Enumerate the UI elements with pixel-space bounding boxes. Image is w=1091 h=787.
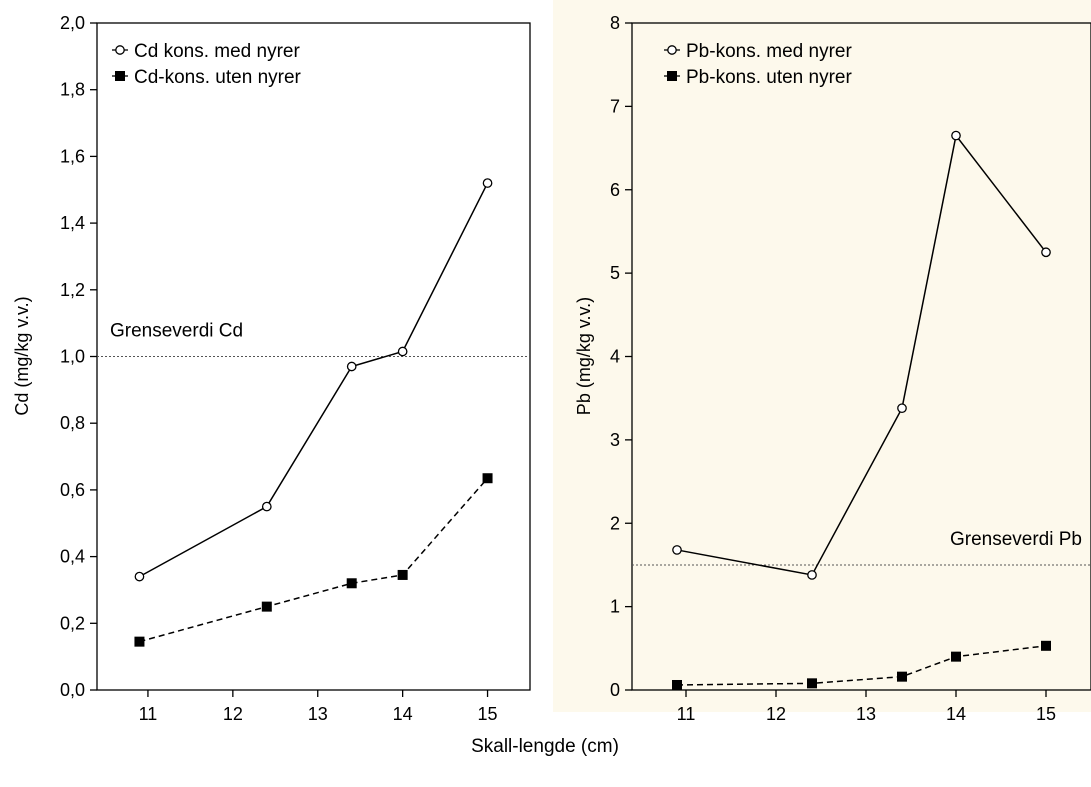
y-tick-label: 1,2 — [60, 280, 85, 300]
data-point-open-circle — [397, 346, 408, 357]
data-point-filled-square — [951, 651, 961, 662]
x-tick-label: 12 — [223, 704, 243, 724]
data-point-open-circle — [346, 361, 357, 372]
x-tick-label: 11 — [677, 704, 696, 724]
data-point-filled-square — [134, 636, 145, 647]
legend-entry: Pb-kons. med nyrer — [686, 41, 852, 62]
x-axis-title: Skall-lengde (cm) — [471, 736, 619, 757]
right-panel-background — [553, 0, 1091, 712]
data-point-filled-square — [346, 578, 357, 589]
data-point-open-circle — [951, 130, 961, 141]
cd-chart: 0,0 0,2 0,4 0,6 0,8 1,0 1,2 1,4 1,6 1,8 2,0 11 12 13 1… — [12, 13, 531, 724]
legend-marker-open-circle — [115, 45, 125, 55]
x-tick-label: 12 — [766, 704, 786, 724]
legend-entry: Pb-kons. uten nyrer — [686, 67, 852, 88]
y-tick-label: 0,6 — [60, 480, 85, 500]
x-tick-label: 13 — [308, 704, 328, 724]
y-tick-label: 1,0 — [60, 347, 85, 367]
data-point-filled-square — [897, 671, 907, 682]
threshold-label: Grenseverdi Cd — [110, 321, 243, 342]
data-point-open-circle — [134, 571, 145, 582]
y-tick-label: 0 — [610, 680, 620, 700]
data-point-filled-square — [807, 678, 817, 689]
y-tick-label: 3 — [610, 430, 620, 450]
y-tick-label: 6 — [610, 180, 620, 200]
data-point-open-circle — [1041, 247, 1051, 258]
y-tick-label: 1 — [610, 597, 620, 617]
y-tick-label: 0,2 — [60, 613, 85, 633]
y-tick-label: 1,8 — [60, 80, 85, 100]
y-tick-label: 8 — [610, 13, 620, 33]
y-tick-label: 4 — [610, 347, 620, 367]
series-line-solid — [139, 182, 489, 578]
data-point-open-circle — [807, 570, 817, 580]
data-point-open-circle — [261, 501, 272, 512]
data-point-filled-square — [397, 569, 408, 580]
y-tick-label: 0,4 — [60, 547, 85, 567]
data-point-open-circle — [672, 545, 682, 555]
threshold-label: Grenseverdi Pb — [950, 529, 1082, 550]
data-point-filled-square — [261, 601, 272, 612]
data-point-filled-square — [482, 473, 493, 484]
y-tick-label: 5 — [610, 263, 620, 283]
x-tick-label: 13 — [856, 704, 876, 724]
legend-entry: Cd kons. med nyrer — [134, 41, 300, 62]
data-point-filled-square — [1041, 640, 1051, 651]
y-tick-label: 7 — [610, 96, 620, 116]
legend-marker-open-circle — [667, 45, 677, 55]
legend-entry: Cd-kons. uten nyrer — [134, 67, 302, 88]
y-tick-label: 2,0 — [60, 13, 85, 33]
y-axis-title: Cd (mg/kg v.v.) — [12, 296, 32, 415]
x-tick-label: 15 — [1036, 704, 1056, 724]
y-tick-label: 2 — [610, 513, 620, 533]
y-tick-label: 0,8 — [60, 413, 85, 433]
x-tick-label: 11 — [139, 704, 158, 724]
legend-marker-filled-square — [667, 71, 677, 81]
x-tick-label: 14 — [393, 704, 413, 724]
series-line-dashed — [139, 477, 489, 643]
data-point-open-circle — [897, 403, 907, 414]
legend-marker-filled-square — [115, 71, 125, 81]
data-point-filled-square — [672, 679, 682, 690]
y-tick-label: 0,0 — [60, 680, 85, 700]
data-point-open-circle — [482, 178, 493, 188]
y-axis-title: Pb (mg/kg v.v.) — [574, 297, 594, 415]
x-tick-label: 15 — [478, 704, 498, 724]
y-tick-label: 1,4 — [60, 213, 85, 233]
y-tick-label: 1,6 — [60, 146, 85, 166]
x-tick-label: 14 — [946, 704, 966, 724]
